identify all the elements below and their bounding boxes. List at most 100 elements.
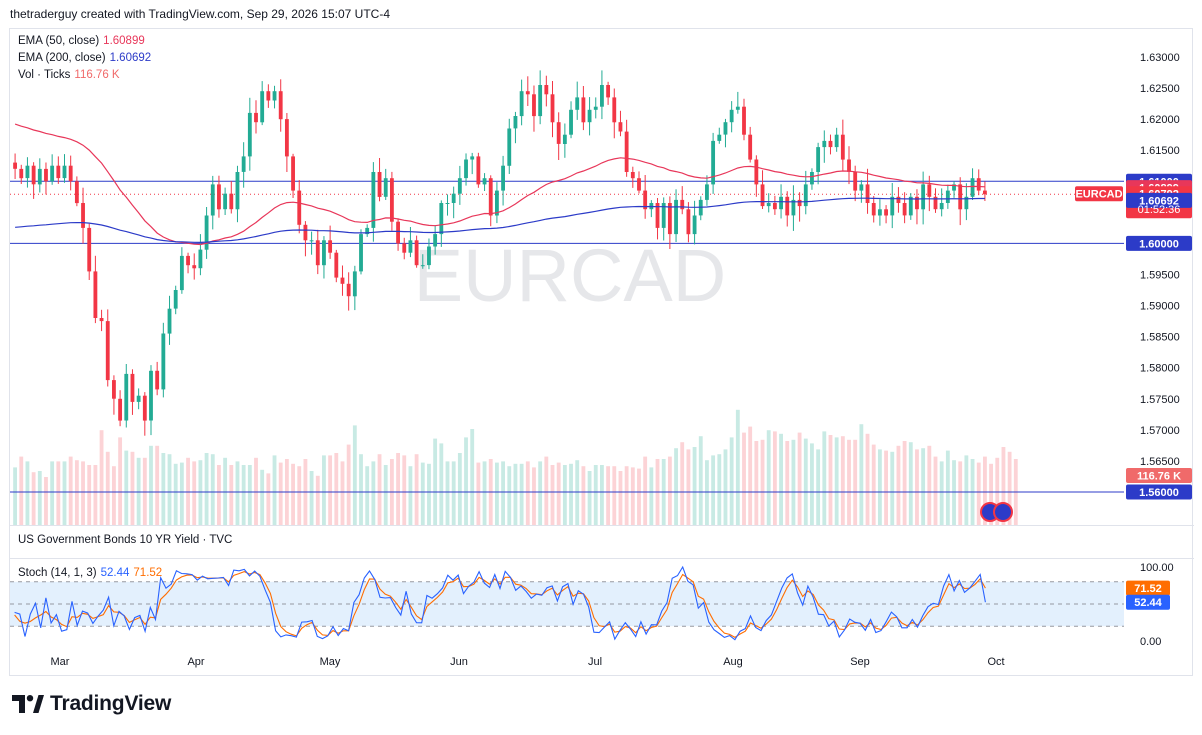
candle-body xyxy=(192,265,197,269)
countdown-text: 01:52:36 xyxy=(1138,204,1181,216)
volume-bar xyxy=(933,456,938,525)
chart-canvas[interactable]: EURCAD 1.630001.625001.620001.615001.610… xyxy=(10,29,1194,677)
candle-body xyxy=(371,172,376,228)
candle-body xyxy=(624,131,629,172)
volume-bar xyxy=(179,462,184,525)
candle-body xyxy=(600,85,604,107)
candle-body xyxy=(309,240,314,242)
volume-bar xyxy=(995,457,1000,525)
candle-body xyxy=(161,333,166,390)
candle-body xyxy=(810,172,814,185)
volume-bar xyxy=(902,441,907,525)
candle-body xyxy=(618,122,623,132)
bonds-legend[interactable]: US Government Bonds 10 YR Yield · TVC xyxy=(18,532,232,549)
volume-bar xyxy=(562,465,567,525)
volume-bar xyxy=(1007,451,1012,525)
volume-bar xyxy=(1001,447,1006,525)
volume-bar xyxy=(272,455,277,525)
candle-body xyxy=(970,178,975,197)
candle-body xyxy=(748,134,753,160)
candle-body xyxy=(927,184,932,197)
volume-bar xyxy=(56,461,61,525)
volume-bar xyxy=(828,435,833,525)
price-tag-line xyxy=(1126,484,1192,500)
candle-body xyxy=(655,203,660,228)
candle-body xyxy=(266,91,271,101)
candle-body xyxy=(711,140,716,185)
volume-bar xyxy=(569,463,573,525)
volume-bar xyxy=(705,460,709,525)
candle-body xyxy=(340,277,345,284)
volume-bar xyxy=(74,460,79,525)
stoch-d-line xyxy=(14,571,986,638)
candle-body xyxy=(723,122,728,135)
candle-body xyxy=(692,215,697,235)
volume-bar xyxy=(816,449,821,525)
tradingview-wordmark: TradingView xyxy=(50,692,172,715)
price-axis: 1.630001.625001.620001.615001.610001.605… xyxy=(1140,52,1180,499)
candle-body xyxy=(797,199,802,207)
candle-body xyxy=(334,252,339,278)
candle-body xyxy=(562,134,567,144)
volume-bar xyxy=(495,462,499,525)
stoch-k-value: 52.44 xyxy=(100,567,130,579)
volume-bar xyxy=(624,466,629,525)
legend-ema50[interactable]: EMA (50, close) 1.60899 xyxy=(18,33,151,50)
volume-bar xyxy=(556,462,561,525)
stoch-tag xyxy=(1126,594,1170,610)
volume-bar xyxy=(445,461,450,525)
volume-bar xyxy=(334,453,339,525)
candle-body xyxy=(204,215,209,250)
legend-ema200[interactable]: EMA (200, close) 1.60692 xyxy=(18,50,151,67)
candle-body xyxy=(717,134,722,141)
candle-body xyxy=(779,196,783,210)
candle-body xyxy=(352,271,357,297)
volume-bar xyxy=(105,451,110,525)
candle-body xyxy=(686,209,691,235)
pane-separators xyxy=(10,525,1194,559)
volume-bar xyxy=(822,431,827,525)
candle-body xyxy=(414,240,419,266)
volume-bar xyxy=(637,468,641,525)
candle-body xyxy=(501,165,505,191)
candle-body xyxy=(575,97,580,110)
candle-body xyxy=(464,159,468,179)
stoch-d-value: 71.52 xyxy=(133,567,163,579)
tradingview-logo[interactable]: TradingView xyxy=(12,692,171,716)
candle-body xyxy=(303,224,308,241)
candle-body xyxy=(377,172,382,197)
volume-bar xyxy=(766,430,771,525)
candle-body xyxy=(581,97,586,123)
candle-body xyxy=(198,249,203,269)
volume-bar xyxy=(680,442,685,525)
candle-body xyxy=(847,159,851,172)
candle-body xyxy=(525,91,530,95)
volume-bar xyxy=(797,432,802,525)
candle-body xyxy=(513,116,518,129)
price-tick-label: 1.59500 xyxy=(1140,270,1180,282)
volume-bar xyxy=(340,461,345,525)
legend-volume[interactable]: Vol · Ticks 116.76 K xyxy=(18,67,151,84)
volume-bar xyxy=(223,457,228,525)
volume-bar xyxy=(698,436,703,525)
price-tick-label: 1.59000 xyxy=(1140,301,1180,313)
price-tick-label: 1.61500 xyxy=(1140,145,1180,157)
candle-body xyxy=(260,91,265,123)
volume-bar xyxy=(377,454,382,525)
candle-body xyxy=(142,395,147,421)
candle-body xyxy=(834,134,839,148)
candle-body xyxy=(939,203,944,210)
symbol-watermark: EURCAD xyxy=(414,234,726,317)
candle-body xyxy=(482,178,487,185)
candle-body xyxy=(396,221,400,244)
volume-bar xyxy=(853,439,858,525)
candle-body xyxy=(859,184,864,191)
volume-bar xyxy=(742,432,746,525)
volume-bar xyxy=(840,436,845,525)
candle-body xyxy=(186,255,190,266)
stoch-legend[interactable]: Stoch (14, 1, 3) 52.44 71.52 xyxy=(18,565,162,582)
volume-bar xyxy=(365,466,370,525)
volume-bar xyxy=(711,455,716,525)
candle-body xyxy=(772,203,777,210)
volume-bar xyxy=(427,463,431,525)
